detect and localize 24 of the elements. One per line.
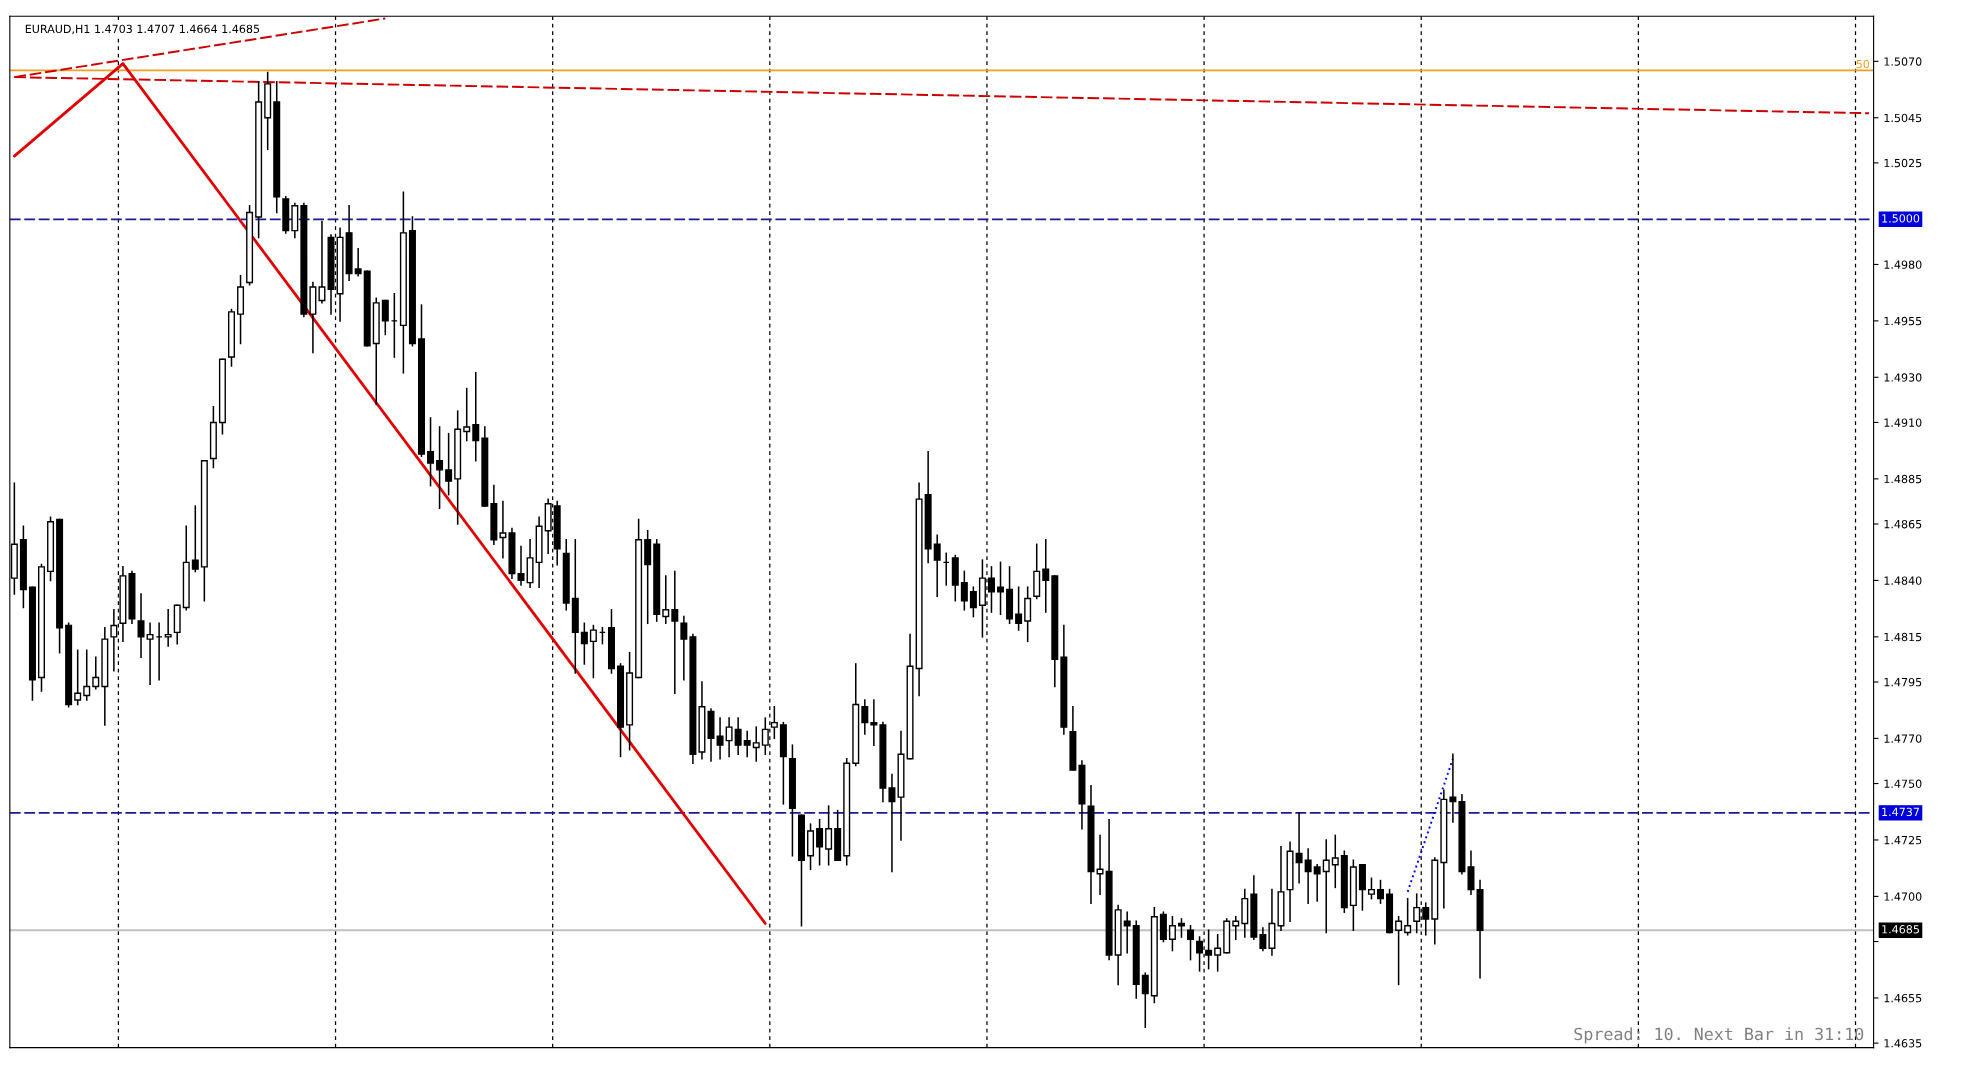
ref-line-label: 1.5000 bbox=[1882, 214, 1920, 223]
ref-line-label: 1.4685 bbox=[1882, 925, 1919, 934]
y-tick-label: 1.4980 bbox=[1884, 260, 1922, 269]
y-tick-label: 1.4930 bbox=[1884, 373, 1922, 382]
y-tick-label: 1.4700 bbox=[1884, 892, 1922, 901]
y-tick-label: 1.4795 bbox=[1884, 677, 1922, 687]
y-tick-label: 1.5045 bbox=[1884, 113, 1922, 123]
y-tick-label: 1.4770 bbox=[1884, 734, 1922, 743]
y-tick-label: 1.4910 bbox=[1884, 418, 1922, 427]
ref-line-label: 1.4737 bbox=[1882, 807, 1919, 817]
y-tick-label: 1.4815 bbox=[1884, 632, 1922, 642]
y-tick-label: 1.4725 bbox=[1884, 835, 1922, 845]
y-tick-label: 1.4865 bbox=[1884, 519, 1922, 529]
y-tick-label: 1.4955 bbox=[1884, 316, 1922, 326]
text: EURAUD,H1 1.4703 1.4707 1.4664 1.4685 bbox=[25, 24, 260, 35]
y-tick-label: 1.4750 bbox=[1884, 779, 1922, 788]
annotation: Spread: 10. Next Bar in 31:10 bbox=[1574, 1027, 1864, 1044]
y-tick-label: 1.4635 bbox=[1884, 1039, 1922, 1048]
y-tick-label: 1.5070 bbox=[1884, 57, 1922, 66]
y-tick-label: 1.4885 bbox=[1884, 474, 1922, 484]
y-tick-label: 1.4840 bbox=[1884, 576, 1922, 585]
y-tick-label: 1.5025 bbox=[1884, 158, 1922, 168]
annotation: 50 bbox=[1856, 59, 1870, 69]
y-tick-label: 1.4655 bbox=[1884, 993, 1922, 1003]
